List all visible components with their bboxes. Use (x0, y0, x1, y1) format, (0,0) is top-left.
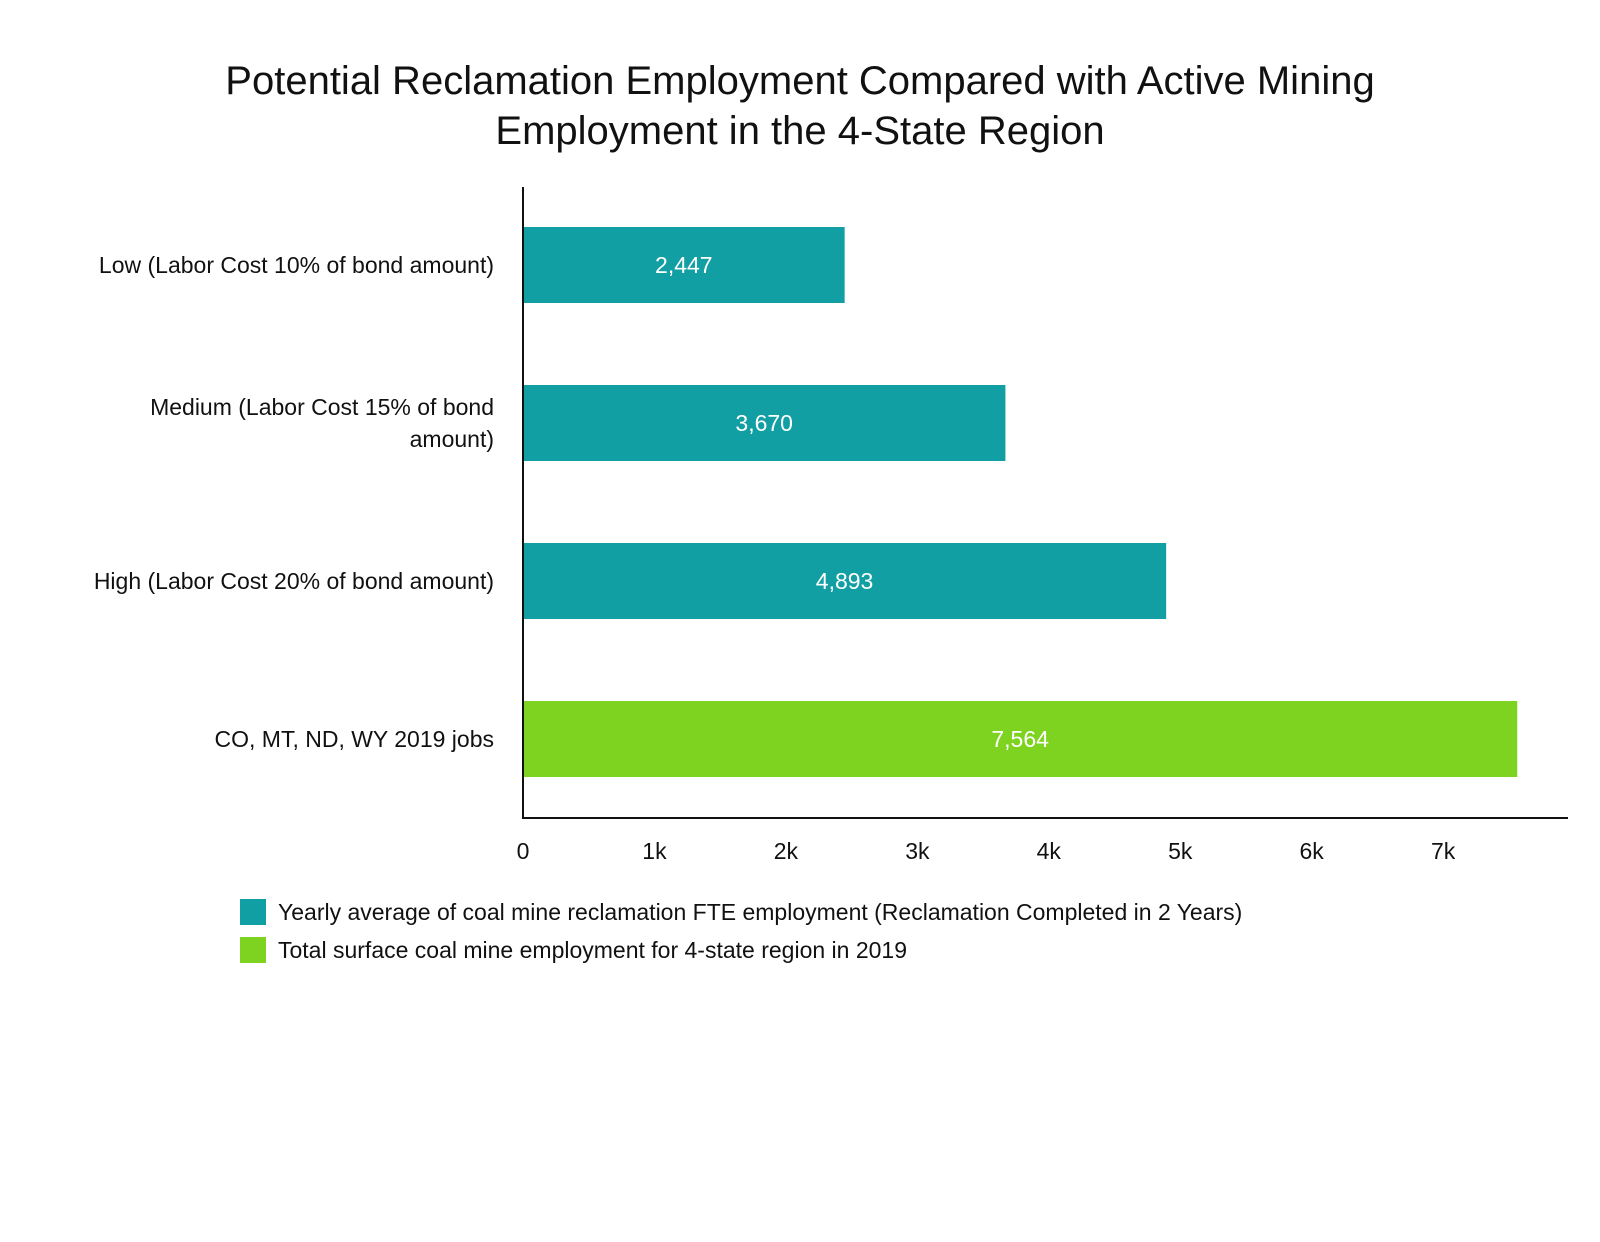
category-label-3-line-0: CO, MT, ND, WY 2019 jobs (215, 726, 495, 752)
legend: Yearly average of coal mine reclamation … (240, 893, 1242, 969)
bar-0 (523, 227, 845, 303)
category-label-2-line-0: High (Labor Cost 20% of bond amount) (94, 568, 494, 594)
x-tick-label-7: 7k (1431, 838, 1456, 864)
x-axis-ticks: 0 1k 2k 3k 4k 5k 6k 7k (517, 838, 1456, 864)
x-tick-label-0: 0 (517, 838, 530, 864)
legend-item-reclamation: Yearly average of coal mine reclamation … (240, 893, 1242, 931)
legend-swatch-surface-mining (240, 937, 266, 963)
data-label-2: 4,893 (816, 568, 874, 594)
data-label-0: 2,447 (655, 252, 713, 278)
category-label-1-line-1: amount) (410, 426, 494, 452)
category-labels: Low (Labor Cost 10% of bond amount) Mediu… (94, 252, 494, 752)
x-tick-label-2: 2k (774, 838, 799, 864)
chart-title-line-2: Employment in the 4-State Region (495, 109, 1105, 153)
bar-3 (523, 701, 1518, 777)
category-label-1-line-0: Medium (Labor Cost 15% of bond (150, 394, 494, 420)
x-tick-label-1: 1k (642, 838, 667, 864)
legend-item-surface-mining: Total surface coal mine employment for 4… (240, 931, 1242, 969)
legend-label-reclamation: Yearly average of coal mine reclamation … (278, 898, 1243, 925)
x-tick-label-6: 6k (1300, 838, 1325, 864)
data-label-3: 7,564 (991, 726, 1049, 752)
bars-layer: 2,447 3,670 4,893 7,564 (523, 227, 1518, 777)
category-label-0-line-0: Low (Labor Cost 10% of bond amount) (99, 252, 494, 278)
x-tick-label-4: 4k (1037, 838, 1062, 864)
x-tick-label-3: 3k (905, 838, 930, 864)
chart-title-line-1: Potential Reclamation Employment Compare… (225, 59, 1375, 103)
bar-2 (523, 543, 1167, 619)
data-label-1: 3,670 (735, 410, 793, 436)
legend-label-surface-mining: Total surface coal mine employment for 4… (278, 936, 907, 963)
bar-1 (523, 385, 1006, 461)
chart-title: Potential Reclamation Employment Compare… (0, 56, 1600, 156)
legend-swatch-reclamation (240, 899, 266, 925)
axes (522, 187, 1568, 819)
x-tick-label-5: 5k (1168, 838, 1193, 864)
